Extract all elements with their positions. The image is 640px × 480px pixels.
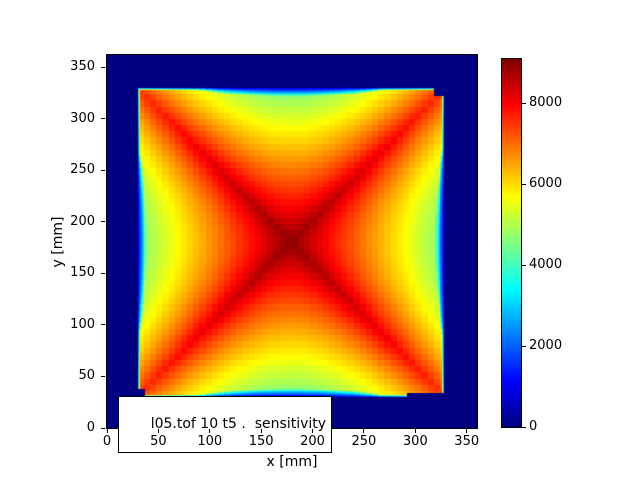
y-tick-label: 350 <box>70 59 95 75</box>
colorbar-tick-label: 2000 <box>529 338 563 354</box>
y-tick-mark <box>101 169 105 171</box>
y-tick-label: 100 <box>70 316 95 332</box>
colorbar-tick-mark <box>522 426 526 428</box>
colorbar-tick-label: 8000 <box>529 95 563 111</box>
x-tick-mark <box>363 429 365 433</box>
x-tick-mark <box>414 429 416 433</box>
y-tick-label: 200 <box>70 213 95 229</box>
x-tick-label: 300 <box>402 434 428 449</box>
colorbar-tick-mark <box>522 264 526 266</box>
x-tick-label: 0 <box>102 434 112 449</box>
x-tick-label: 250 <box>351 434 377 449</box>
colorbar-tick-label: 6000 <box>529 176 563 192</box>
y-tick-mark <box>101 221 105 223</box>
y-tick-label: 250 <box>70 162 95 178</box>
colorbar-tick-label: 0 <box>529 419 538 434</box>
plot-area: l05.tof 10 t5 . sensitivity <box>106 54 478 453</box>
x-tick-mark <box>106 429 108 433</box>
x-tick-mark <box>157 429 159 433</box>
y-tick-label: 300 <box>70 110 95 126</box>
colorbar-tick-mark <box>522 102 526 104</box>
y-tick-mark <box>101 427 105 429</box>
heatmap-image <box>107 55 477 428</box>
x-tick-mark <box>260 429 262 433</box>
x-tick-label: 200 <box>300 434 325 449</box>
colorbar-tick-label: 4000 <box>529 257 563 273</box>
x-tick-label: 50 <box>150 434 167 449</box>
y-tick-mark <box>101 324 105 326</box>
colorbar-tick-mark <box>522 183 526 185</box>
y-tick-mark <box>101 66 105 68</box>
x-tick-label: 100 <box>197 434 223 449</box>
x-axis-label: x [mm] <box>266 454 318 470</box>
y-tick-label: 0 <box>86 420 95 435</box>
y-tick-label: 150 <box>70 265 95 281</box>
y-tick-label: 50 <box>78 368 95 384</box>
x-tick-mark <box>209 429 211 433</box>
y-tick-mark <box>101 375 105 377</box>
x-tick-label: 150 <box>248 434 274 449</box>
y-tick-mark <box>101 272 105 274</box>
colorbar-gradient <box>502 59 521 427</box>
y-tick-mark <box>101 118 105 120</box>
x-tick-label: 350 <box>454 434 480 449</box>
annotation-text: l05.tof 10 t5 . sensitivity <box>150 416 327 432</box>
annotation-box: l05.tof 10 t5 . sensitivity <box>118 396 333 453</box>
x-tick-mark <box>312 429 314 433</box>
colorbar-tick-mark <box>522 345 526 347</box>
colorbar <box>501 58 522 428</box>
x-tick-mark <box>466 429 468 433</box>
